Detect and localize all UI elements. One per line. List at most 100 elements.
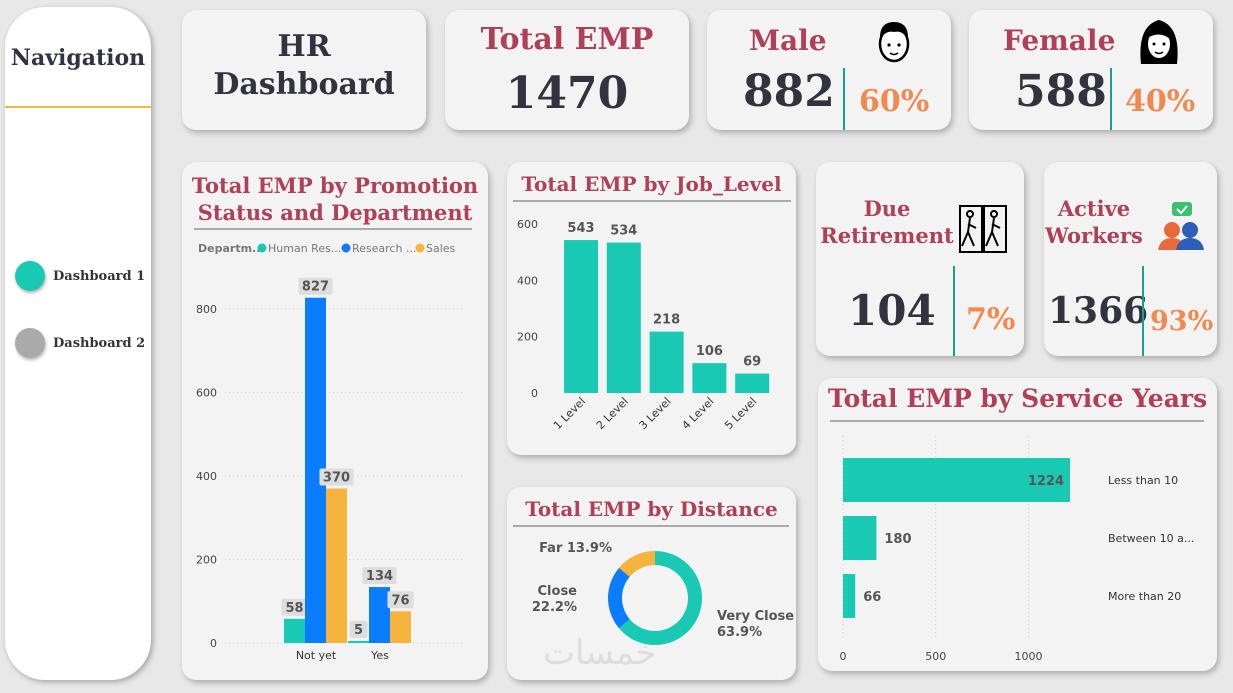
- y-tick: 200: [517, 331, 538, 344]
- data-label-bg: [319, 468, 354, 486]
- y-tick: 400: [517, 274, 538, 287]
- divider: [194, 228, 472, 230]
- slice-label: Very Close: [717, 609, 794, 624]
- bar: [843, 458, 1070, 502]
- dot-icon: [15, 328, 45, 358]
- legend-marker: [415, 243, 425, 253]
- donut-slice: [618, 551, 703, 645]
- kpi-label: Retirement: [820, 223, 954, 248]
- data-label: 1224: [1028, 474, 1064, 489]
- kpi-value: 1470: [505, 68, 629, 119]
- chart-title: Status and Department: [197, 200, 473, 225]
- bar: [564, 240, 598, 393]
- data-label: 134: [366, 569, 393, 584]
- data-label-bg: [349, 620, 368, 638]
- legend-marker: [257, 243, 267, 253]
- job-level-chart-card: Total EMP by Job_Level: [507, 162, 796, 455]
- dot-icon: [15, 261, 45, 291]
- data-label: 5: [354, 623, 363, 638]
- bar: [305, 297, 326, 643]
- due-retirement-card: Due Retirement 104 7%: [816, 162, 1024, 356]
- data-label-bg: [281, 598, 308, 616]
- bar: [649, 331, 684, 393]
- divider: [513, 525, 789, 527]
- male-icon: [875, 18, 913, 66]
- legend-item: Human Res...: [268, 242, 341, 255]
- data-label: 106: [696, 344, 723, 359]
- bar: [390, 611, 411, 643]
- y-category: Between 10 a...: [1108, 532, 1194, 545]
- kpi-label: Active: [1057, 196, 1131, 221]
- divider: [953, 266, 955, 356]
- data-label: 58: [285, 601, 303, 616]
- page-title-line2: Dashboard: [213, 67, 395, 102]
- bar: [692, 363, 727, 393]
- x-tick: Not yet: [296, 649, 337, 662]
- x-tick: Yes: [370, 649, 389, 662]
- total-emp-card: Total EMP 1470: [445, 10, 689, 130]
- legend-marker: [341, 243, 351, 253]
- data-label: 543: [567, 221, 594, 236]
- bar: [735, 373, 770, 393]
- data-label: 534: [610, 224, 637, 239]
- legend-item: Research ...: [352, 242, 416, 255]
- kpi-label: Total EMP: [480, 22, 654, 57]
- nav-dashboard-1[interactable]: Dashboard 1: [15, 261, 145, 291]
- divider: [830, 420, 1204, 422]
- legend-title: Departm...: [198, 242, 265, 255]
- navigation-panel: Navigation Dashboard 1 Dashboard 2: [5, 7, 151, 680]
- data-label-bg: [362, 567, 397, 585]
- data-label: 218: [653, 313, 680, 328]
- chart-title: Total EMP by Service Years: [827, 384, 1208, 413]
- data-label: 180: [884, 532, 911, 547]
- kpi-percent: 93%: [1150, 306, 1214, 337]
- data-label-bg: [387, 591, 414, 609]
- header-card: HR Dashboard: [182, 10, 426, 130]
- data-label-bg: [298, 277, 333, 295]
- nav-label: Dashboard 1: [53, 268, 146, 284]
- divider: [843, 68, 845, 130]
- x-tick: 4 Level: [679, 395, 716, 432]
- nav-dashboard-2[interactable]: Dashboard 2: [15, 328, 145, 358]
- x-tick: 5 Level: [722, 395, 759, 432]
- x-tick: 500: [925, 650, 946, 663]
- kpi-value: 1366: [1048, 290, 1149, 332]
- kpi-percent: 40%: [1125, 84, 1196, 119]
- x-tick: 2 Level: [594, 395, 631, 432]
- divider: [513, 200, 791, 202]
- x-tick: 0: [840, 650, 847, 663]
- kpi-value: 882: [743, 66, 835, 117]
- kpi-label: Female: [1003, 24, 1116, 57]
- x-tick: 1 Level: [551, 395, 588, 432]
- y-tick: 600: [196, 387, 217, 400]
- y-tick: 0: [531, 387, 538, 400]
- y-tick: 600: [517, 218, 538, 231]
- data-label: 76: [391, 593, 409, 608]
- divider: [1142, 266, 1144, 356]
- data-label: 827: [302, 280, 329, 295]
- service-years-chart-card: Total EMP by Service Years: [818, 378, 1217, 671]
- nav-title: Navigation: [10, 45, 146, 71]
- slice-label: Far 13.9%: [539, 541, 612, 556]
- divider: [5, 106, 151, 108]
- slice-label: Close: [538, 584, 578, 599]
- workers-icon: [1156, 200, 1206, 252]
- kpi-percent: 7%: [966, 302, 1016, 337]
- slice-percent: 22.2%: [532, 600, 577, 615]
- x-tick: 1000: [1014, 650, 1042, 663]
- female-card: Female 588 40%: [969, 10, 1213, 130]
- bar: [326, 488, 347, 643]
- bar: [843, 574, 856, 618]
- data-label: 69: [743, 355, 761, 370]
- bar: [606, 242, 641, 393]
- y-tick: 400: [196, 470, 217, 483]
- male-card: Male 882 60%: [707, 10, 951, 130]
- bar: [284, 618, 305, 643]
- slice-percent: 63.9%: [717, 625, 762, 640]
- page-title-line1: HR: [277, 29, 331, 64]
- chart-title: Total EMP by Distance: [525, 497, 778, 521]
- kpi-percent: 60%: [859, 84, 930, 119]
- kpi-label: Due: [863, 196, 911, 221]
- x-tick: 3 Level: [637, 395, 674, 432]
